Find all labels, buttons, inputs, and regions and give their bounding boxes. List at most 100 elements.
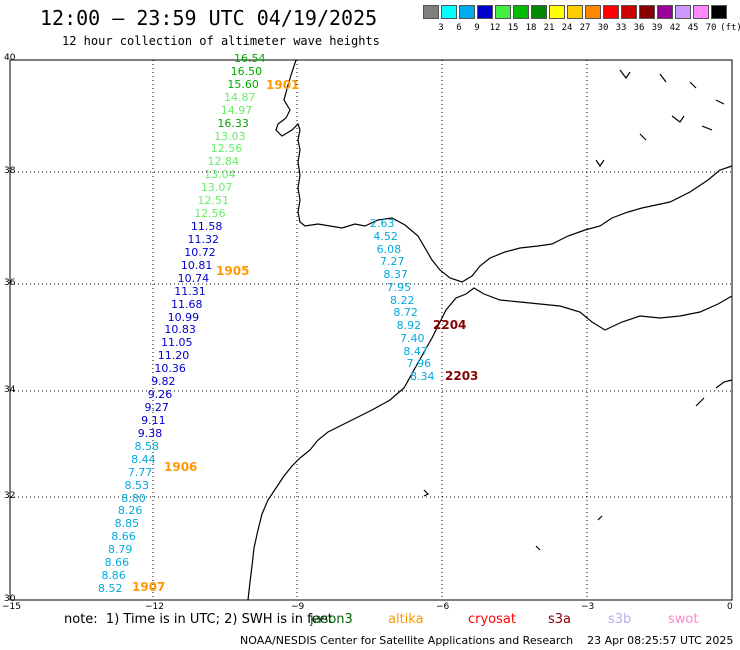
scale-label: 24 [561,23,573,33]
y-tick-label: 40 [4,53,16,63]
wave-height-value: 14.97 [220,103,253,117]
wave-height-value: 8.26 [117,504,143,518]
wave-height-value: 9.11 [141,413,166,427]
scale-swatch [639,5,655,19]
legend-item-altika: altika [388,612,424,627]
wave-height-value: 7.40 [400,331,425,345]
scale-label: 27 [579,23,591,33]
wave-height-value: 15.60 [227,77,259,91]
x-tick-label: −9 [291,602,305,612]
scale-label: 18 [525,23,537,33]
scale-swatch [459,5,475,19]
wave-height-value: 8.92 [396,319,422,332]
pass-time-label: 2204 [433,318,467,332]
pass-time-label: 1901 [266,78,300,92]
scale-swatch [621,5,637,19]
wave-height-value: 10.72 [184,245,216,259]
wave-height-value: 13.07 [200,181,233,195]
wave-height-value: 8.66 [104,556,130,570]
scale-label: 6 [456,23,462,33]
scale-swatch [657,5,673,19]
scale-swatch [477,5,493,19]
legend-item-s3b: s3b [608,612,632,627]
wave-height-value: 11.32 [187,232,220,246]
map-title: 12:00 — 23:59 UTC 04/19/2025 [40,6,378,30]
scale-swatch [513,5,529,19]
y-tick-label: 30 [4,594,16,604]
x-tick-label: 0 [727,602,733,612]
scale-label: 15 [507,23,519,33]
wave-height-value: 12.56 [210,142,243,156]
wave-height-value: 10.74 [177,271,210,285]
legend-item-jason3: jason3 [310,612,353,627]
scale-label: 39 [651,23,663,33]
wave-height-value: 8.37 [383,268,408,281]
wave-height-value: 11.58 [190,220,223,234]
lat-lon-grid [10,60,732,600]
wave-height-value: 11.20 [157,349,190,363]
wave-height-value: 13.04 [204,168,236,182]
wave-height-value: 2.63 [370,217,395,230]
scale-label: 12 [489,23,501,33]
wave-height-value: 6.08 [376,242,402,256]
wave-height-value: 13.03 [214,129,246,143]
scale-swatch [675,5,691,19]
wave-height-value: 4.52 [373,229,398,243]
legend-item-cryosat: cryosat [468,612,516,627]
wave-height-value: 8.47 [403,344,428,358]
wave-height-value: 10.99 [167,310,200,324]
y-tick-label: 34 [4,385,16,395]
wave-height-value: 8.58 [134,439,159,453]
map-subtitle: 12 hour collection of altimeter wave hei… [62,34,380,48]
pass-time-label: 1905 [216,264,250,278]
wave-height-value: 12.51 [197,194,230,208]
wave-height-value: 8.85 [114,517,140,531]
wave-height-value: 7.27 [380,255,405,269]
scale-label: 42 [669,23,681,33]
wave-height-value: 9.82 [151,375,176,389]
wave-height-value: 12.56 [194,207,226,221]
y-tick-label: 36 [4,278,16,288]
scale-swatch [585,5,601,19]
footer-note: note: 1) Time is in UTC; 2) SWH is in fe… [64,612,333,627]
wave-height-value: 8.66 [111,530,136,544]
wave-height-value: 16.33 [217,116,249,130]
wave-height-value: 8.72 [393,306,418,320]
scale-label: 9 [474,23,480,33]
pass-time-label: 1906 [164,460,198,474]
scale-swatch [531,5,547,19]
x-tick-label: −6 [436,602,450,612]
scale-label: 36 [633,23,645,33]
scale-label: 70 [705,23,717,33]
legend-item-s3a: s3a [548,612,572,627]
wave-height-value: 7.77 [127,465,153,479]
scale-label: 3 [438,23,444,33]
wave-height-value: 9.38 [137,426,163,440]
coastline [247,59,733,601]
wave-height-value: 9.26 [147,388,173,402]
wave-height-value: 16.50 [230,64,263,78]
x-tick-label: −3 [581,602,595,612]
wave-height-value: 8.86 [101,569,126,583]
y-tick-label: 38 [4,166,16,176]
wave-height-value: 10.36 [154,362,186,376]
wave-height-value: 11.31 [174,284,206,298]
wave-height-value: 8.22 [390,293,415,307]
wave-height-value: 8.44 [131,452,156,466]
wave-height-value: 8.80 [121,491,146,505]
scale-label: 45 [687,23,699,33]
wave-height-value: 12.84 [207,155,239,169]
scale-swatch [423,5,439,19]
footer-credit: NOAA/NESDIS Center for Satellite Applica… [240,634,734,647]
wave-height-value: 8.34 [410,370,435,383]
scale-label: 21 [543,23,555,33]
y-tick-label: 32 [4,491,16,501]
legend-item-swot: swot [668,612,699,627]
wave-height-value: 16.54 [234,52,266,65]
wave-height-value: 8.79 [107,543,133,557]
scale-swatch [693,5,709,19]
scale-swatch [567,5,583,19]
wave-height-value: 8.52 [98,582,123,595]
